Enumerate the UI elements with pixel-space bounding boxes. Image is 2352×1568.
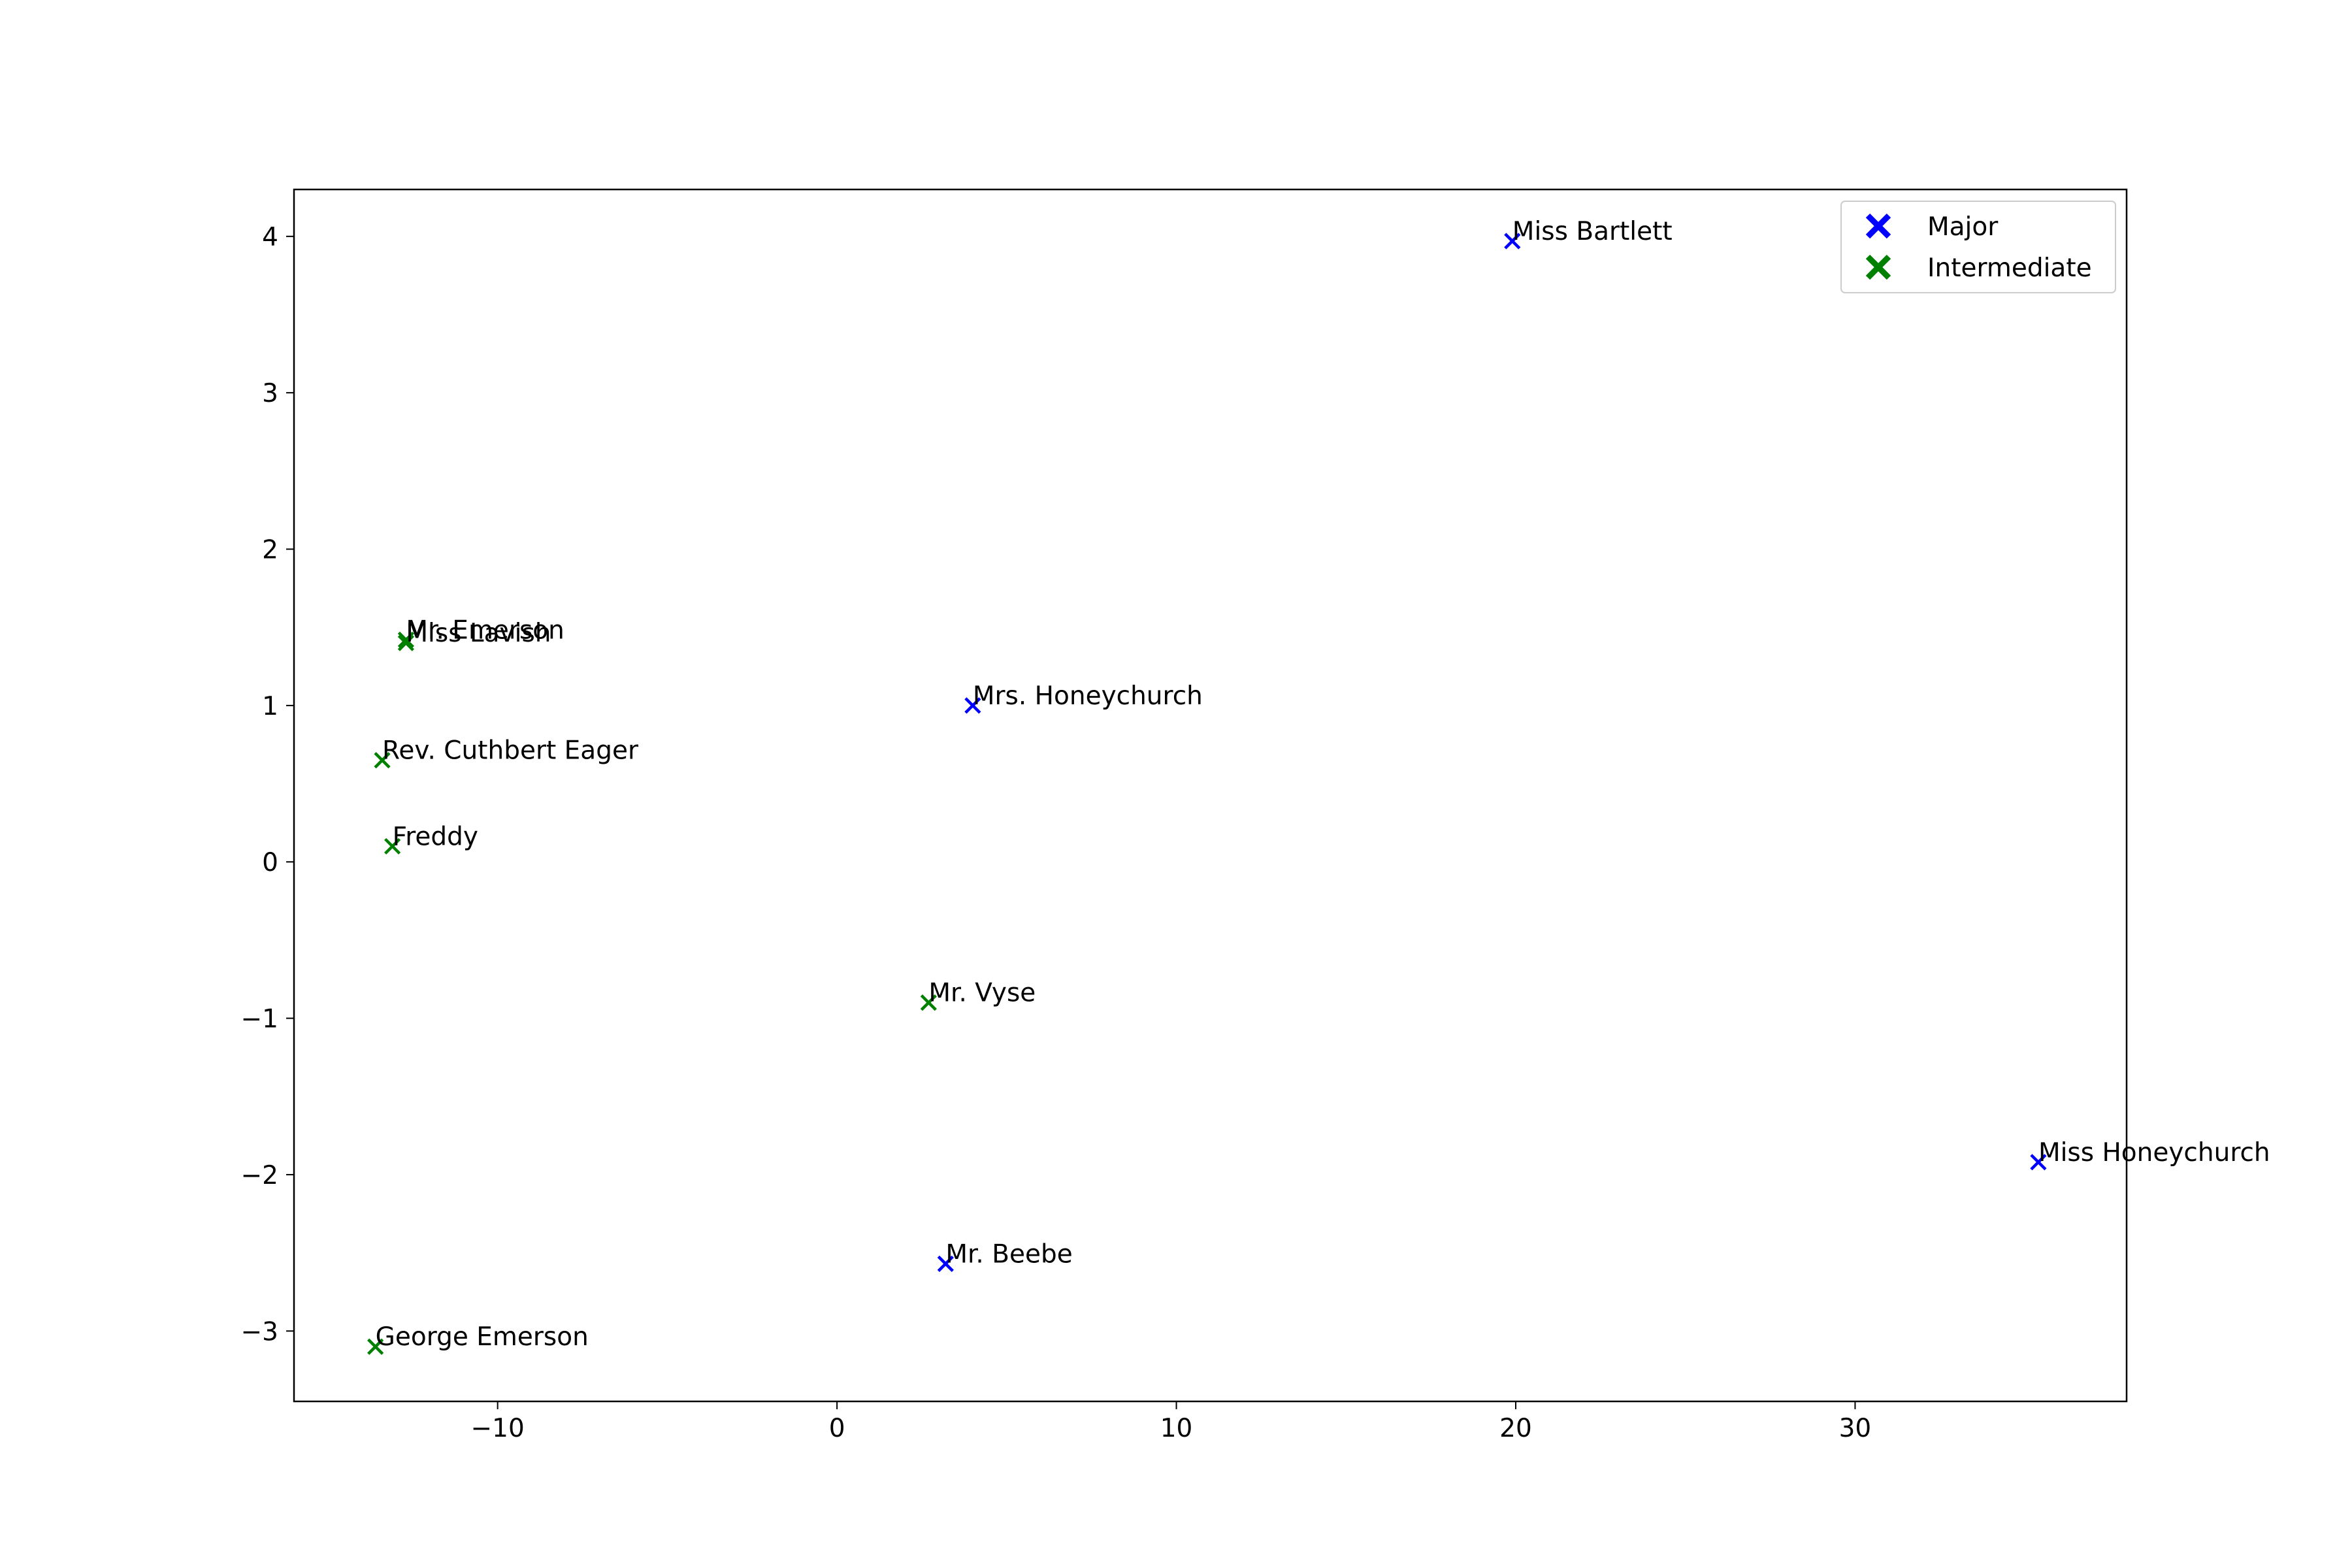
- x-tick-label: 0: [829, 1414, 845, 1443]
- data-point: [1504, 233, 1521, 250]
- data-points: [367, 233, 2047, 1355]
- data-point: [374, 752, 391, 769]
- y-tick-label: 0: [262, 848, 278, 877]
- y-tick-label: 2: [262, 536, 278, 565]
- data-point: [397, 631, 415, 648]
- data-point: [367, 1338, 384, 1355]
- legend-label: Major: [1927, 212, 1999, 242]
- y-tick-label: 1: [262, 692, 278, 721]
- data-point: [964, 697, 981, 714]
- data-label: Miss Bartlett: [1512, 217, 1673, 246]
- data-point: [920, 994, 937, 1011]
- y-tick-label: −3: [241, 1317, 279, 1347]
- x-tick-label: 20: [1499, 1414, 1532, 1443]
- y-tick-label: 4: [262, 223, 278, 252]
- data-label: Mrs. Honeychurch: [973, 681, 1203, 711]
- data-point: [384, 838, 401, 855]
- legend-box: [1840, 201, 2116, 293]
- data-label: Mr. Vyse: [928, 979, 1036, 1008]
- data-label: Miss Lavish: [406, 619, 551, 648]
- x-tick-label: 30: [1839, 1414, 1872, 1443]
- data-point: [397, 634, 415, 651]
- data-label: Rev. Cuthbert Eager: [382, 736, 639, 766]
- data-label: Miss Honeychurch: [2038, 1138, 2270, 1168]
- data-label: Mr. Emerson: [406, 615, 564, 645]
- legend-label: Intermediate: [1927, 253, 2092, 283]
- point-labels: Miss Bartlett Mrs. Honeychurch Miss Honeyc…: [376, 217, 2270, 1352]
- data-point: [2030, 1154, 2047, 1171]
- legend: Major Intermediate: [1840, 201, 2116, 293]
- data-point: [937, 1255, 954, 1272]
- plot-frame: [293, 188, 2128, 1403]
- legend-marker: [1865, 254, 1891, 280]
- y-tick-label: −2: [241, 1161, 279, 1190]
- y-tick-label: 3: [262, 379, 278, 408]
- legend-marker: [1865, 213, 1891, 239]
- data-label: Mr. Beebe: [945, 1239, 1072, 1269]
- x-tick-label: −10: [471, 1414, 525, 1443]
- y-tick-label: −1: [241, 1005, 279, 1034]
- data-label: Freddy: [393, 822, 478, 851]
- x-tick-label: 10: [1160, 1414, 1193, 1443]
- data-label: George Emerson: [376, 1322, 589, 1352]
